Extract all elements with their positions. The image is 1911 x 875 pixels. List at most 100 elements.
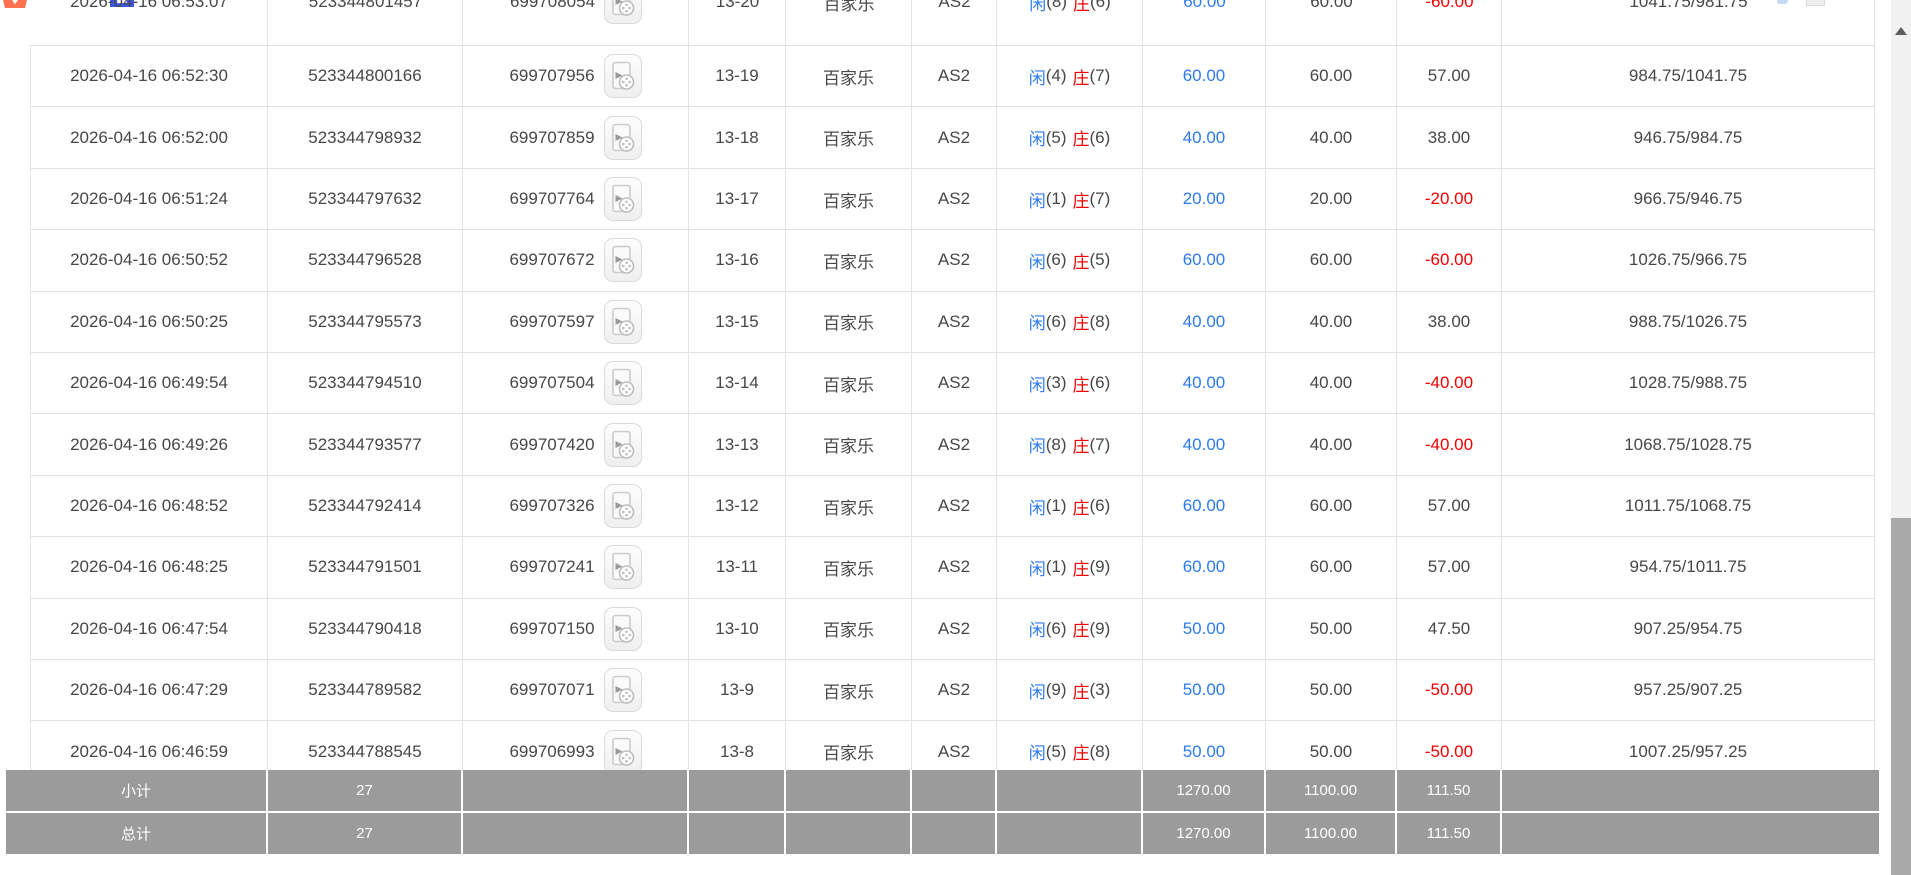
video-replay-button[interactable] <box>603 361 642 406</box>
banker-points: (7) <box>1089 66 1111 86</box>
cut-toolbar-orange-icon[interactable] <box>3 0 27 8</box>
game-result: 闲 (8) 庄 (6) <box>997 0 1143 32</box>
round-number: 13-20 <box>715 0 760 11</box>
video-replay-icon <box>611 123 634 152</box>
video-replay-button[interactable] <box>603 484 642 529</box>
video-replay-button[interactable] <box>603 606 642 651</box>
game-type: 百家乐 <box>786 291 912 353</box>
player-points: (1) <box>1045 496 1067 516</box>
balance: 966.75/946.75 <box>1502 168 1875 230</box>
balance: 1028.75/988.75 <box>1502 353 1875 414</box>
player-points: (6) <box>1045 250 1067 270</box>
round-number: 13-13 <box>689 414 786 475</box>
scrollbar-thumb[interactable] <box>1891 518 1911 875</box>
bet-time: 2026-04-16 06:52:30 <box>30 46 268 107</box>
banker-label: 庄 <box>1072 130 1090 150</box>
balance: 1068.75/1028.75 <box>1502 414 1875 475</box>
bet-amount: 60.00 <box>1143 537 1266 598</box>
summary-label: 总计 <box>6 813 268 854</box>
player-label: 闲 <box>1028 252 1046 272</box>
video-replay-button[interactable] <box>603 422 642 467</box>
video-replay-button[interactable] <box>603 115 642 160</box>
valid-bet-amount: 60.00 <box>1266 537 1397 598</box>
balance: 957.25/907.25 <box>1502 660 1875 721</box>
win-loss: 47.50 <box>1397 598 1502 660</box>
cut-toolbar-lightblue-icon[interactable] <box>1777 0 1788 4</box>
video-replay-button[interactable] <box>603 238 642 283</box>
video-replay-icon <box>611 553 634 582</box>
bet-time: 2026-04-16 06:51:24 <box>30 168 268 230</box>
game-type: 百家乐 <box>786 107 912 168</box>
game-number-cell: 699708054 <box>463 0 689 32</box>
win-loss: 38.00 <box>1397 291 1502 353</box>
video-replay-button[interactable] <box>603 54 642 99</box>
banker-points: (7) <box>1089 189 1111 209</box>
game-type: 百家乐 <box>786 721 912 782</box>
balance: 1041.75/981.75 <box>1629 0 1748 11</box>
valid-bet-amount: 60.00 <box>1310 0 1353 11</box>
game-number-cell: 699707597 <box>463 291 689 353</box>
up-arrow-icon <box>1895 27 1907 35</box>
cut-toolbar-gray-control[interactable] <box>1806 0 1825 6</box>
scrollbar[interactable] <box>1891 0 1911 875</box>
table-code: AS2 <box>912 721 997 782</box>
order-number: 523344796528 <box>268 230 463 291</box>
game-result: 闲 (5) 庄 (8) <box>997 721 1143 782</box>
player-points: (6) <box>1045 311 1067 331</box>
video-replay-button[interactable] <box>603 299 642 344</box>
video-replay-button[interactable] <box>603 545 642 590</box>
bet-amount: 60.00 <box>1143 46 1266 107</box>
round-number: 13-17 <box>689 168 786 230</box>
game-number: 699707764 <box>509 189 595 209</box>
game-number-cell: 699707956 <box>463 46 689 107</box>
game-number: 699707071 <box>509 680 595 700</box>
game-number: 699708054 <box>509 0 596 11</box>
player-points: (1) <box>1045 189 1067 209</box>
video-replay-button[interactable] <box>604 0 643 24</box>
valid-bet-amount: 40.00 <box>1266 107 1397 168</box>
game-number: 699707672 <box>509 250 595 270</box>
player-points: (8) <box>1045 434 1067 454</box>
balance: 907.25/954.75 <box>1502 598 1875 660</box>
video-replay-icon <box>611 430 634 459</box>
bet-amount: 40.00 <box>1143 291 1266 353</box>
balance: 1011.75/1068.75 <box>1502 475 1875 537</box>
win-loss: 57.00 <box>1397 475 1502 537</box>
video-replay-icon <box>611 491 634 520</box>
table-code: AS2 <box>912 107 997 168</box>
banker-label: 庄 <box>1072 191 1090 211</box>
round-number: 13-19 <box>689 46 786 107</box>
game-result: 闲 (6) 庄 (9) <box>997 598 1143 660</box>
cut-toolbar-blue-icon[interactable] <box>110 0 134 7</box>
valid-bet-amount: 60.00 <box>1266 230 1397 291</box>
game-number: 699706993 <box>509 741 595 761</box>
round-number: 13-16 <box>689 230 786 291</box>
scroll-up-button[interactable] <box>1891 18 1911 44</box>
bet-time: 2026-04-16 06:49:54 <box>30 353 268 414</box>
video-replay-button[interactable] <box>603 729 642 774</box>
game-result: 闲 (5) 庄 (6) <box>997 107 1143 168</box>
win-loss: -40.00 <box>1397 414 1502 475</box>
banker-points: (6) <box>1090 0 1111 11</box>
order-number: 523344798932 <box>268 107 463 168</box>
balance: 1026.75/966.75 <box>1502 230 1875 291</box>
player-label: 闲 <box>1028 130 1046 150</box>
valid-bet-amount: 50.00 <box>1266 598 1397 660</box>
bet-amount: 40.00 <box>1143 107 1266 168</box>
summary-bet-total: 1270.00 <box>1143 770 1266 811</box>
game-number-cell: 699706993 <box>463 721 689 782</box>
video-replay-icon <box>611 614 634 643</box>
bet-amount: 40.00 <box>1143 414 1266 475</box>
bet-time: 2026-04-16 06:48:52 <box>30 475 268 537</box>
game-result: 闲 (1) 庄 (7) <box>997 168 1143 230</box>
table-code: AS2 <box>912 353 997 414</box>
video-replay-button[interactable] <box>603 668 642 713</box>
game-result: 闲 (8) 庄 (7) <box>997 414 1143 475</box>
bet-amount: 60.00 <box>1143 475 1266 537</box>
table-row: 2026-04-16 06:50:52 523344796528 6997076… <box>30 230 1875 292</box>
game-number: 699707859 <box>509 127 595 147</box>
video-replay-button[interactable] <box>603 177 642 222</box>
order-number: 523344793577 <box>268 414 463 475</box>
video-replay-icon <box>611 246 634 275</box>
bet-time: 2026-04-16 06:48:25 <box>30 537 268 598</box>
